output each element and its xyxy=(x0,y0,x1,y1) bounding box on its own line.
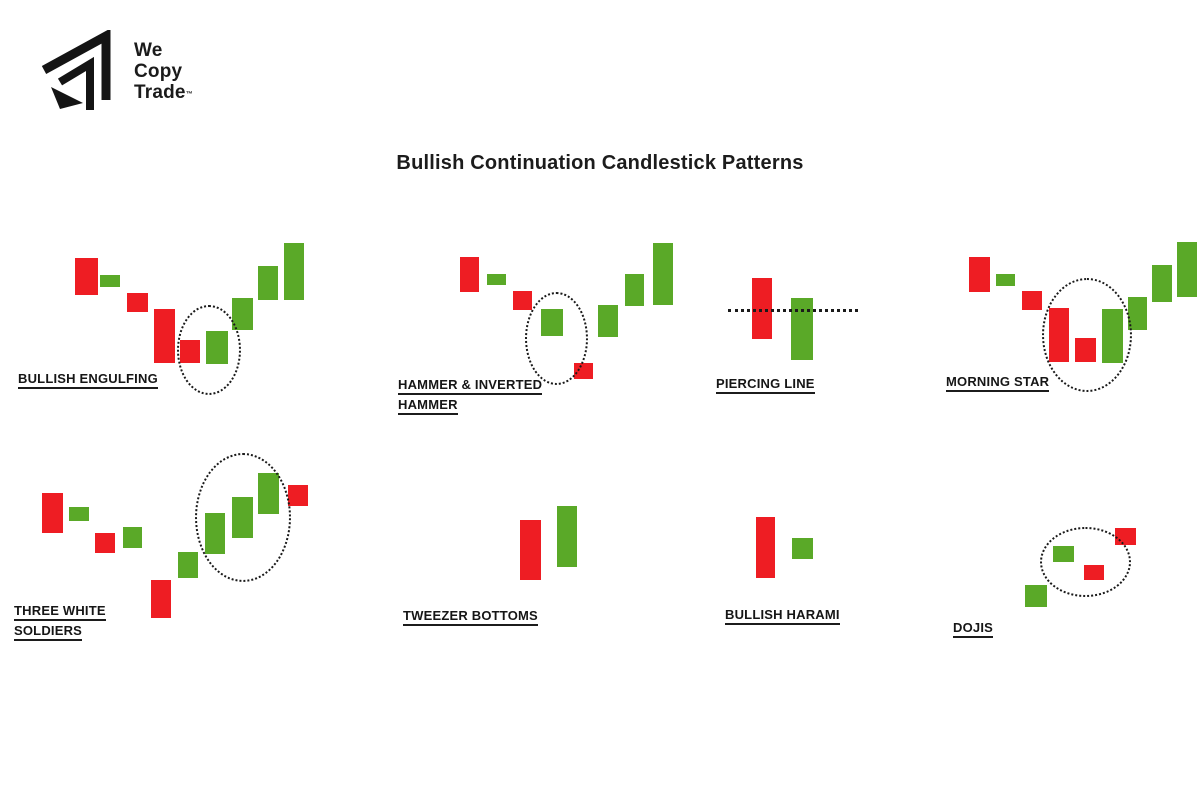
candle-green xyxy=(1128,297,1147,330)
highlight-ellipse xyxy=(1040,527,1131,597)
highlight-ellipse xyxy=(177,305,241,395)
pattern-label-line: HAMMER & INVERTED xyxy=(398,377,543,395)
candle-red xyxy=(288,485,308,506)
candle-red xyxy=(756,517,775,578)
logo-line-trade: Trade™ xyxy=(134,82,193,103)
candle-green xyxy=(792,538,813,559)
candle-green xyxy=(1177,242,1197,297)
candle-green xyxy=(69,507,89,521)
candle-red xyxy=(127,293,148,312)
candle-red xyxy=(154,309,175,363)
pattern-label-line: HAMMER xyxy=(398,397,458,415)
candle-green xyxy=(791,298,813,360)
wecopytrade-logo: We Copy Trade™ xyxy=(32,30,193,116)
candle-green xyxy=(557,506,577,567)
piercing-dotted-line xyxy=(728,309,858,312)
candle-green xyxy=(1152,265,1172,302)
candle-green xyxy=(487,274,506,285)
candle-red xyxy=(752,278,772,339)
candle-red xyxy=(75,258,98,295)
logo-text: We Copy Trade™ xyxy=(134,40,193,103)
pattern-label-hammer-inverted-hammer: HAMMER & INVERTED HAMMER xyxy=(398,377,543,417)
candle-red xyxy=(969,257,990,292)
candle-green xyxy=(625,274,644,306)
pattern-label-line: DOJIS xyxy=(953,620,994,638)
pattern-label-three-white-soldiers: THREE WHITE SOLDIERS xyxy=(14,603,106,643)
pattern-label-line: SOLDIERS xyxy=(14,623,83,641)
candle-green xyxy=(258,266,278,300)
candle-green xyxy=(284,243,304,300)
pattern-label-bullish-engulfing: BULLISH ENGULFING xyxy=(18,371,158,391)
pattern-label-piercing-line: PIERCING LINE xyxy=(716,376,815,396)
candle-green xyxy=(1025,585,1047,607)
candle-green xyxy=(100,275,120,287)
pattern-label-tweezer-bottoms: TWEEZER BOTTOMS xyxy=(403,608,538,628)
logo-line-we: We xyxy=(134,40,163,61)
candle-red xyxy=(95,533,115,553)
pattern-label-line: BULLISH ENGULFING xyxy=(18,371,158,389)
logo-line-copy: Copy xyxy=(134,61,183,82)
pattern-label-morning-star: MORNING STAR xyxy=(946,374,1050,394)
candle-red xyxy=(460,257,479,292)
pattern-label-line: MORNING STAR xyxy=(946,374,1050,392)
pattern-label-line: BULLISH HARAMI xyxy=(725,607,840,625)
candle-green xyxy=(232,298,253,330)
candle-green xyxy=(996,274,1015,286)
candle-red xyxy=(42,493,63,533)
candle-green xyxy=(598,305,618,337)
highlight-ellipse xyxy=(195,453,291,582)
candle-green xyxy=(178,552,198,578)
pattern-label-line: PIERCING LINE xyxy=(716,376,815,394)
pattern-label-dojis: DOJIS xyxy=(953,620,994,640)
highlight-ellipse xyxy=(1042,278,1132,392)
wecopytrade-logo-icon xyxy=(41,30,111,110)
trademark-symbol: ™ xyxy=(185,91,193,98)
candle-green xyxy=(653,243,673,305)
pattern-label-line: THREE WHITE xyxy=(14,603,106,621)
candle-red xyxy=(151,580,171,618)
pattern-label-bullish-harami: BULLISH HARAMI xyxy=(725,607,840,627)
candle-red xyxy=(1022,291,1042,310)
candle-red xyxy=(513,291,532,310)
highlight-ellipse xyxy=(525,292,588,385)
candle-green xyxy=(123,527,142,548)
page-title: Bullish Continuation Candlestick Pattern… xyxy=(396,152,804,174)
pattern-label-line: TWEEZER BOTTOMS xyxy=(403,608,538,626)
candle-red xyxy=(520,520,541,580)
